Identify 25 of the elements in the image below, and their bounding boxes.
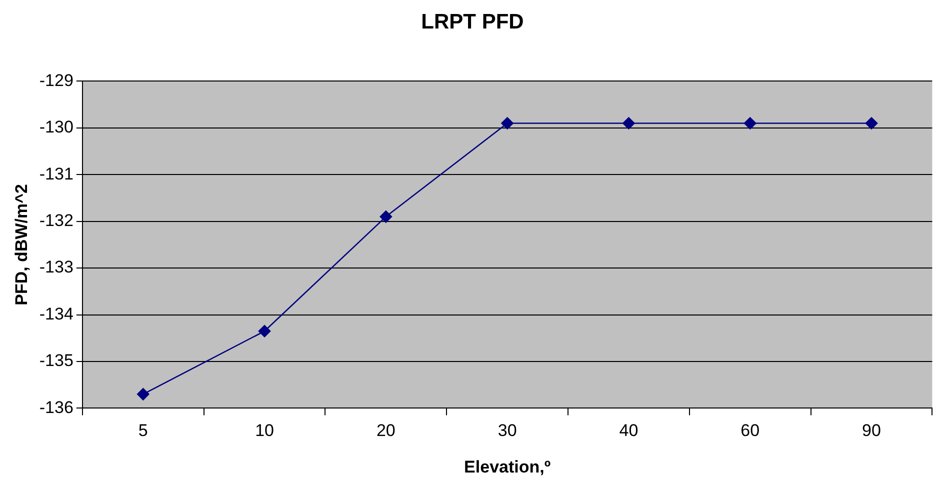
y-tick-label: -133: [39, 258, 74, 277]
y-tick-label: -129: [39, 70, 74, 90]
x-tick-label: 5: [138, 421, 148, 440]
y-axis-title: PFD, dBW/m^2: [12, 184, 31, 306]
x-tick-label: 40: [619, 421, 638, 440]
y-tick-label: -130: [39, 118, 74, 137]
y-tick-label: -132: [39, 211, 74, 230]
point: [258, 324, 271, 338]
y-tick-label: -134: [39, 304, 74, 324]
point: [136, 388, 150, 400]
x-axis-title: Elevation,º: [464, 457, 551, 476]
point: [501, 117, 514, 130]
point: [380, 210, 392, 223]
x-tick-label: 60: [740, 421, 760, 440]
y-tick-label: -135: [39, 351, 74, 370]
x-tick-label: 20: [376, 421, 396, 440]
point: [865, 117, 878, 130]
y-tick-label: -131: [39, 164, 74, 184]
x-tick-label: 90: [862, 421, 881, 440]
x-tick-label: 10: [255, 421, 274, 440]
y-tick-label: -136: [39, 398, 74, 417]
x-tick-label: 30: [498, 421, 517, 440]
point: [744, 117, 756, 130]
chart-title: LRPT PFD: [421, 10, 524, 34]
point: [622, 117, 635, 130]
